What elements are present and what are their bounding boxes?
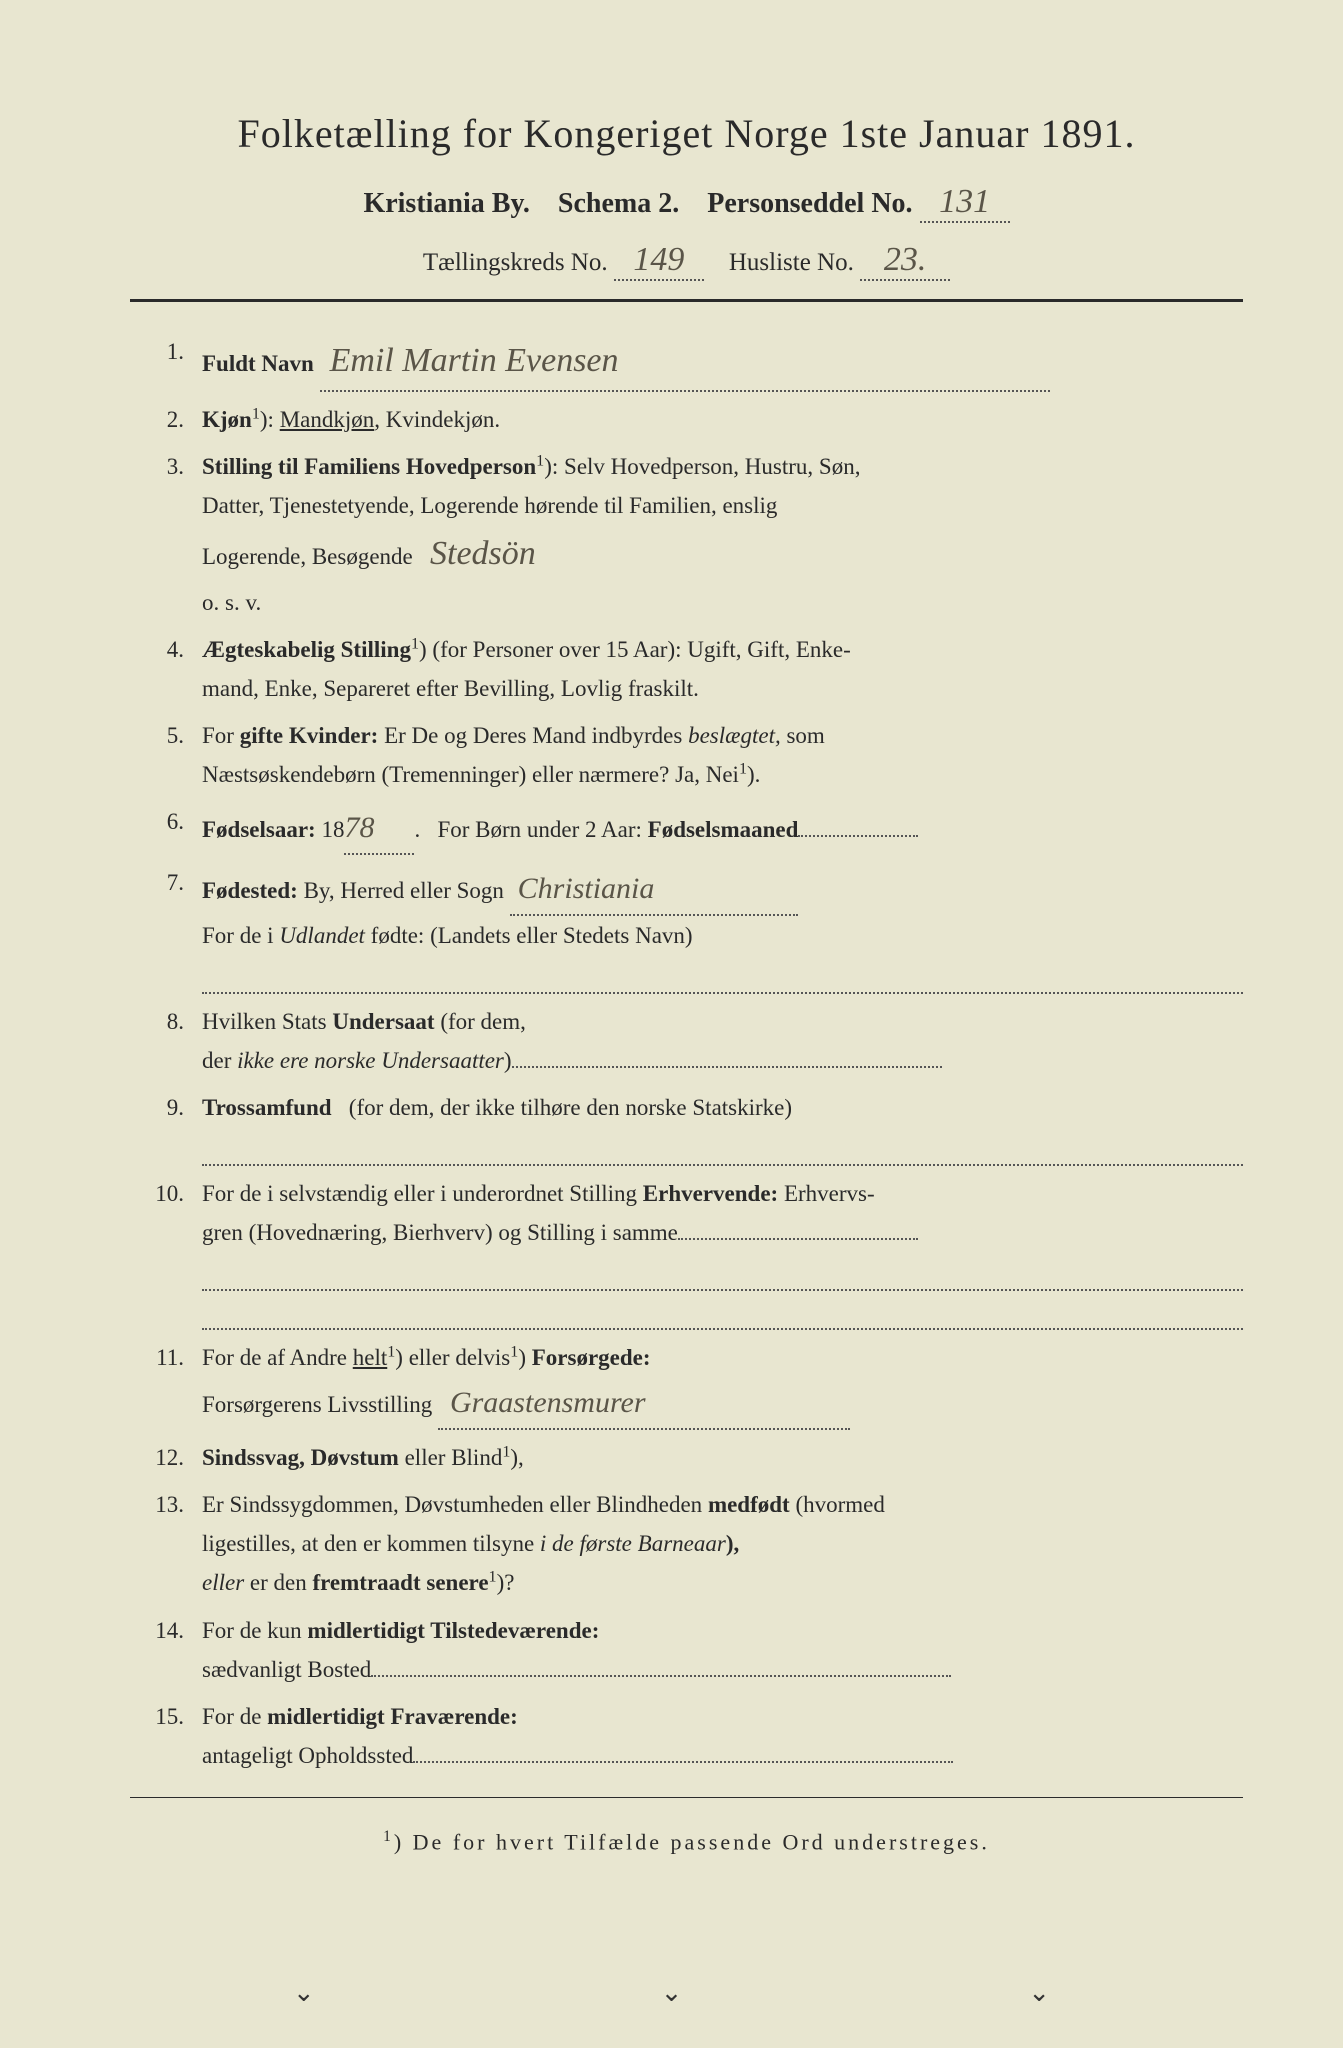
item-num: 11. bbox=[130, 1338, 202, 1430]
bottom-marks: ⌄ ⌄ ⌄ bbox=[0, 1978, 1343, 2008]
birthyear-value: 78 bbox=[344, 802, 414, 855]
label-kjon: Kjøn bbox=[202, 407, 252, 432]
occupation-value1 bbox=[678, 1238, 918, 1240]
kreds-line: Tællingskreds No. 149 Husliste No. 23. bbox=[130, 241, 1243, 281]
item-14: 14. For de kun midlertidigt Tilstedevære… bbox=[130, 1611, 1243, 1689]
item-num: 1. bbox=[130, 332, 202, 392]
taellingskreds-label: Tællingskreds No. bbox=[423, 249, 608, 276]
mark-icon: ⌄ bbox=[293, 1978, 315, 2008]
item-body: Trossamfund (for dem, der ikke tilhøre d… bbox=[202, 1088, 1243, 1166]
birthplace-value: Christiania bbox=[510, 863, 798, 916]
mark-icon: ⌄ bbox=[661, 1978, 683, 2008]
taellingskreds-value: 149 bbox=[614, 241, 704, 281]
label-fodested: Fødested: bbox=[202, 878, 298, 903]
item-8: 8. Hvilken Stats Undersaat (for dem, der… bbox=[130, 1002, 1243, 1080]
city-label: Kristiania By. bbox=[363, 188, 529, 219]
census-form-page: Folketælling for Kongeriget Norge 1ste J… bbox=[0, 0, 1343, 2048]
item-body: Fødselsaar: 1878. For Børn under 2 Aar: … bbox=[202, 802, 1243, 855]
main-title: Folketælling for Kongeriget Norge 1ste J… bbox=[130, 110, 1243, 157]
item-13: 13. Er Sindssygdommen, Døvstumheden elle… bbox=[130, 1485, 1243, 1602]
husliste-value: 23. bbox=[860, 241, 950, 281]
item-num: 7. bbox=[130, 863, 202, 994]
item-num: 6. bbox=[130, 802, 202, 855]
item-body: For de af Andre helt1) eller delvis1) Fo… bbox=[202, 1338, 1243, 1430]
item-body: Ægteskabelig Stilling1) (for Personer ov… bbox=[202, 630, 1243, 708]
provider-value: Graastensmurer bbox=[438, 1377, 850, 1430]
item-body: Hvilken Stats Undersaat (for dem, der ik… bbox=[202, 1002, 1243, 1080]
current-location-value bbox=[413, 1761, 953, 1763]
relation-handwritten: Stedsön bbox=[430, 535, 536, 572]
item-body: Fødested: By, Herred eller Sogn Christia… bbox=[202, 863, 1243, 994]
item-num: 13. bbox=[130, 1485, 202, 1602]
item-num: 4. bbox=[130, 630, 202, 708]
personseddel-label: Personseddel No. bbox=[707, 188, 912, 219]
footnote: 1) De for hvert Tilfælde passende Ord un… bbox=[130, 1828, 1243, 1855]
item-body: Sindssvag, Døvstum eller Blind1), bbox=[202, 1438, 1243, 1477]
schema-label: Schema 2. bbox=[558, 188, 679, 219]
fullname-value: Emil Martin Evensen bbox=[320, 332, 1050, 392]
label-stilling: Stilling til Familiens Hovedperson bbox=[202, 454, 536, 479]
item-1: 1. Fuldt Navn Emil Martin Evensen bbox=[130, 332, 1243, 392]
usual-residence-value bbox=[371, 1675, 951, 1677]
item-12: 12. Sindssvag, Døvstum eller Blind1), bbox=[130, 1438, 1243, 1477]
kjon-underlined: Mandkjøn bbox=[280, 407, 375, 432]
item-9: 9. Trossamfund (for dem, der ikke tilhør… bbox=[130, 1088, 1243, 1166]
subtitle-line: Kristiania By. Schema 2. Personseddel No… bbox=[130, 183, 1243, 223]
religion-line bbox=[202, 1128, 1243, 1167]
item-num: 14. bbox=[130, 1611, 202, 1689]
item-body: For de kun midlertidigt Tilstedeværende:… bbox=[202, 1611, 1243, 1689]
item-body: For gifte Kvinder: Er De og Deres Mand i… bbox=[202, 716, 1243, 794]
label-fuldt-navn: Fuldt Navn bbox=[202, 351, 314, 376]
personseddel-value: 131 bbox=[920, 183, 1010, 223]
form-items: 1. Fuldt Navn Emil Martin Evensen 2. Kjø… bbox=[130, 332, 1243, 1775]
occupation-line3 bbox=[202, 1291, 1243, 1330]
item-num: 3. bbox=[130, 447, 202, 622]
birthmonth-value bbox=[798, 835, 918, 837]
item-body: For de i selvstændig eller i underordnet… bbox=[202, 1174, 1243, 1330]
item-6: 6. Fødselsaar: 1878. For Børn under 2 Aa… bbox=[130, 802, 1243, 855]
citizenship-value bbox=[512, 1066, 942, 1068]
rule-top bbox=[130, 299, 1243, 302]
husliste-label: Husliste No. bbox=[729, 249, 854, 276]
item-body: Kjøn1): Mandkjøn, Kvindekjøn. bbox=[202, 400, 1243, 439]
occupation-line2 bbox=[202, 1253, 1243, 1292]
item-num: 5. bbox=[130, 716, 202, 794]
item-5: 5. For gifte Kvinder: Er De og Deres Man… bbox=[130, 716, 1243, 794]
mark-icon: ⌄ bbox=[1028, 1978, 1050, 2008]
item-body: Stilling til Familiens Hovedperson1): Se… bbox=[202, 447, 1243, 622]
item-11: 11. For de af Andre helt1) eller delvis1… bbox=[130, 1338, 1243, 1430]
rule-bottom bbox=[130, 1797, 1243, 1798]
label-aegteskab: Ægteskabelig Stilling bbox=[202, 637, 411, 662]
item-num: 12. bbox=[130, 1438, 202, 1477]
item-2: 2. Kjøn1): Mandkjøn, Kvindekjøn. bbox=[130, 400, 1243, 439]
item-num: 10. bbox=[130, 1174, 202, 1330]
item-num: 8. bbox=[130, 1002, 202, 1080]
label-fodselsaar: Fødselsaar: bbox=[202, 817, 316, 842]
foreign-birth-line bbox=[202, 955, 1243, 994]
item-num: 9. bbox=[130, 1088, 202, 1166]
item-num: 15. bbox=[130, 1697, 202, 1775]
item-body: Fuldt Navn Emil Martin Evensen bbox=[202, 332, 1243, 392]
item-4: 4. Ægteskabelig Stilling1) (for Personer… bbox=[130, 630, 1243, 708]
item-7: 7. Fødested: By, Herred eller Sogn Chris… bbox=[130, 863, 1243, 994]
item-15: 15. For de midlertidigt Fraværende: anta… bbox=[130, 1697, 1243, 1775]
item-num: 2. bbox=[130, 400, 202, 439]
item-3: 3. Stilling til Familiens Hovedperson1):… bbox=[130, 447, 1243, 622]
item-10: 10. For de i selvstændig eller i underor… bbox=[130, 1174, 1243, 1330]
item-body: Er Sindssygdommen, Døvstumheden eller Bl… bbox=[202, 1485, 1243, 1602]
item-body: For de midlertidigt Fraværende: antageli… bbox=[202, 1697, 1243, 1775]
